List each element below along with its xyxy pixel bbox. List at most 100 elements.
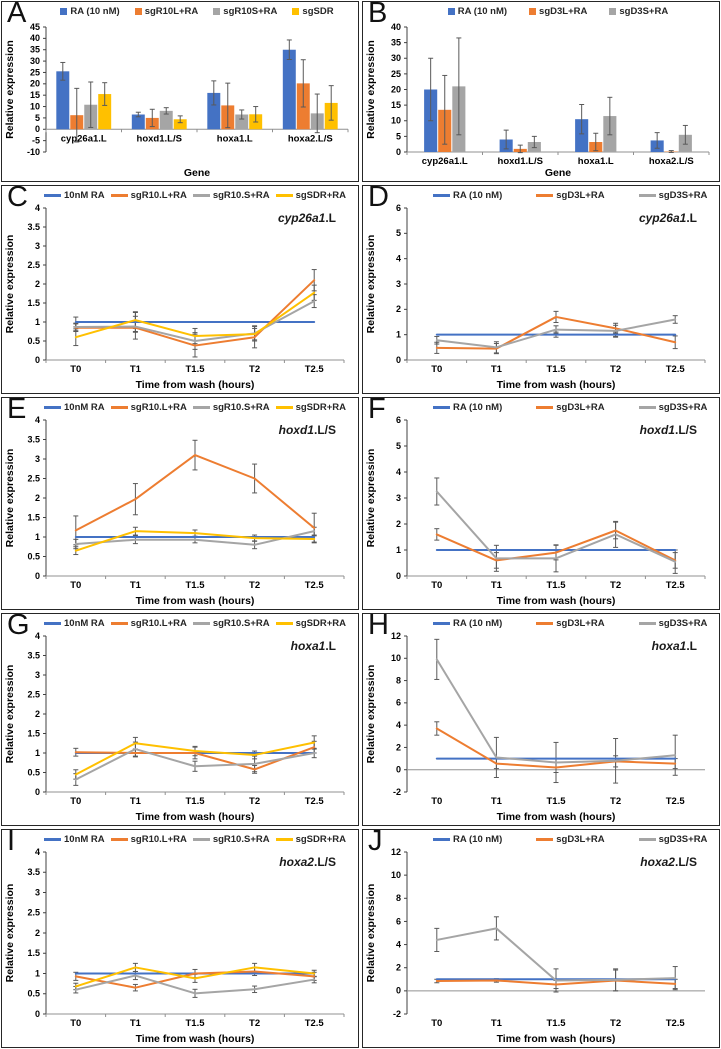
svg-text:10: 10 xyxy=(391,653,401,663)
svg-text:Time from wash (hours): Time from wash (hours) xyxy=(136,379,255,391)
svg-text:20: 20 xyxy=(391,84,401,94)
legend-label: sgD3L+RA xyxy=(556,190,605,201)
legend-marker-icon xyxy=(275,838,293,841)
legend-item: sgD3L+RA xyxy=(536,190,605,201)
gene-name: hoxa2 xyxy=(640,855,675,869)
svg-text:2.5: 2.5 xyxy=(27,689,40,699)
svg-text:2.5: 2.5 xyxy=(27,260,40,270)
svg-text:6: 6 xyxy=(396,415,401,425)
legend-label: sgR10.S+RA xyxy=(212,834,270,845)
legend-label: sgD3L+RA xyxy=(556,402,605,413)
gene-title: cyp26a1.L xyxy=(278,211,336,225)
chart-svg: -2 0 2 4 6 8 10 12 T0 T1 T1.5 T2 T2.5 Relative expres… xyxy=(365,631,705,823)
legend-item: sgD3L+RA xyxy=(536,402,605,413)
legend-marker-icon xyxy=(44,406,61,409)
svg-text:Time from wash (hours): Time from wash (hours) xyxy=(136,595,255,607)
legend-label: sgSDR+RA xyxy=(295,190,346,201)
legend: RA (10 nM) sgD3L+RA sgD3S+RA xyxy=(405,402,711,413)
svg-text:T2: T2 xyxy=(610,1018,621,1029)
svg-text:35: 35 xyxy=(391,38,401,48)
legend-item: 10nM RA xyxy=(44,402,105,413)
legend-item: sgD3S+RA xyxy=(609,6,668,17)
legend-item: sgSDR+RA xyxy=(275,834,346,845)
legend-label: RA (10 nM) xyxy=(453,618,503,629)
panel-letter: H xyxy=(368,613,389,641)
svg-text:0: 0 xyxy=(35,124,40,134)
legend: RA (10 nM) sgD3L+RA sgD3S+RA xyxy=(405,190,711,201)
gene-suffix: .L xyxy=(686,211,697,225)
svg-text:Time from wash (hours): Time from wash (hours) xyxy=(497,595,616,607)
legend-item: RA (10 nM) xyxy=(433,190,502,201)
legend-marker-icon xyxy=(447,8,455,15)
svg-text:T0: T0 xyxy=(431,364,442,375)
svg-text:cyp26a1.L: cyp26a1.L xyxy=(422,156,468,167)
chart-area: 0 0.5 1 1.5 2 2.5 3 3.5 4 T0 T1 T1.5 T2 T2.5 Relative … xyxy=(2,614,358,825)
svg-text:0: 0 xyxy=(35,355,40,365)
legend-label: sgD3S+RA xyxy=(619,6,669,17)
panel-f: F RA (10 nM) sgD3L+RA sgD3S+RA hoxd1.L/S 0… xyxy=(362,397,720,610)
legend-marker-icon xyxy=(536,622,554,625)
svg-text:3.5: 3.5 xyxy=(27,222,40,232)
svg-text:1.5: 1.5 xyxy=(27,512,40,522)
legend-marker-icon xyxy=(536,838,554,841)
gene-suffix: .L xyxy=(325,211,336,225)
svg-text:T0: T0 xyxy=(70,580,81,591)
svg-text:hoxa2.L/S: hoxa2.L/S xyxy=(288,133,333,144)
svg-text:Relative expression: Relative expression xyxy=(365,40,377,139)
svg-text:0: 0 xyxy=(396,765,401,775)
legend-item: sgR10.S+RA xyxy=(192,402,270,413)
legend-label: sgD3S+RA xyxy=(658,618,708,629)
svg-text:T2.5: T2.5 xyxy=(666,1018,686,1029)
svg-text:T2.5: T2.5 xyxy=(666,580,686,591)
svg-text:T2: T2 xyxy=(249,1018,260,1029)
svg-text:Relative expression: Relative expression xyxy=(365,235,377,334)
legend-label: RA (10 nM) xyxy=(453,834,503,845)
legend-item: 10nM RA xyxy=(44,618,105,629)
legend-item: sgD3S+RA xyxy=(638,834,707,845)
svg-text:T2.5: T2.5 xyxy=(305,796,325,807)
svg-text:Relative expression: Relative expression xyxy=(4,40,16,139)
svg-text:3.5: 3.5 xyxy=(27,867,40,877)
svg-text:3: 3 xyxy=(35,887,40,897)
gene-name: hoxa1 xyxy=(290,639,326,653)
svg-text:4: 4 xyxy=(35,415,40,425)
svg-text:1.5: 1.5 xyxy=(27,948,40,958)
chart-svg: 0 1 2 3 4 5 6 T0 T1 T1.5 T2 T2.5 Relative expression… xyxy=(365,415,706,607)
svg-text:0: 0 xyxy=(396,147,401,157)
legend-label: RA (10 nM) xyxy=(457,6,508,17)
gene-suffix: .L/S xyxy=(674,423,697,437)
svg-text:T2: T2 xyxy=(610,364,621,375)
legend-label: sgR10.L+RA xyxy=(130,190,187,201)
legend-item: sgR10.S+RA xyxy=(192,618,270,629)
legend-marker-icon xyxy=(44,194,61,197)
legend-marker-icon xyxy=(433,406,450,409)
legend-label: sgR10L+RA xyxy=(144,6,199,17)
gene-name: cyp26a1 xyxy=(277,211,326,225)
legend-marker-icon xyxy=(192,194,210,197)
svg-text:0.5: 0.5 xyxy=(27,989,40,999)
svg-text:Time from wash (hours): Time from wash (hours) xyxy=(497,1033,616,1045)
legend-label: 10nM RA xyxy=(64,618,105,629)
legend-label: sgD3S+RA xyxy=(658,402,708,413)
svg-text:6: 6 xyxy=(396,698,401,708)
legend-label: 10nM RA xyxy=(64,402,105,413)
legend-marker-icon xyxy=(536,406,554,409)
svg-text:0: 0 xyxy=(35,787,40,797)
svg-text:0.5: 0.5 xyxy=(27,767,40,777)
chart-area: -2 0 2 4 6 8 10 12 T0 T1 T1.5 T2 T2.5 Relative expres… xyxy=(363,830,719,1047)
legend-label: RA (10 nM) xyxy=(453,190,503,201)
chart-area: -2 0 2 4 6 8 10 12 T0 T1 T1.5 T2 T2.5 Relative expres… xyxy=(363,614,719,825)
svg-text:3.5: 3.5 xyxy=(27,650,40,660)
legend: RA (10 nM) sgD3L+RA sgD3S+RA xyxy=(405,834,711,845)
svg-text:2: 2 xyxy=(35,709,40,719)
legend-label: RA (10 nM) xyxy=(453,402,503,413)
svg-text:1: 1 xyxy=(396,330,401,340)
legend-item: sgR10S+RA xyxy=(213,6,277,17)
svg-text:Relative expression: Relative expression xyxy=(365,665,377,764)
svg-text:25: 25 xyxy=(391,69,401,79)
svg-text:25: 25 xyxy=(30,67,40,77)
svg-text:T0: T0 xyxy=(70,364,81,375)
gene-title: hoxa1.L xyxy=(652,639,697,653)
gene-suffix: .L/S xyxy=(313,423,336,437)
legend-item: RA (10 nM) xyxy=(447,6,508,17)
